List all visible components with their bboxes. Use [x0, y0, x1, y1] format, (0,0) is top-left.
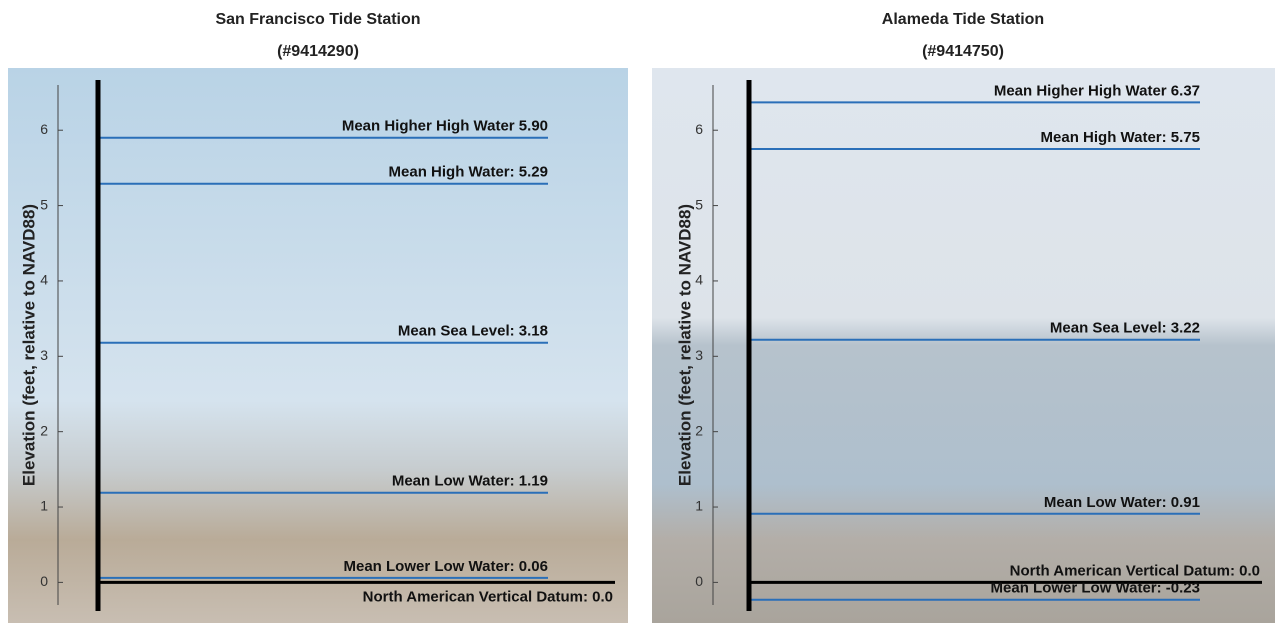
- datum-label: Mean High Water: 5.75: [1041, 129, 1200, 146]
- y-tick-label: 4: [40, 272, 48, 288]
- chart-title: (#9414290): [277, 43, 359, 60]
- y-tick-label: 2: [695, 422, 703, 438]
- y-tick-label: 6: [695, 121, 703, 137]
- datum-label: Mean Sea Level: 3.22: [1050, 320, 1200, 337]
- y-tick-label: 5: [695, 196, 703, 212]
- datum-label: North American Vertical Datum: 0.0: [363, 588, 613, 605]
- photo-background: [8, 68, 628, 623]
- datum-label: Mean Lower Low Water: 0.06: [344, 558, 549, 575]
- datum-label: Mean Higher High Water 5.90: [342, 118, 548, 135]
- y-tick-label: 0: [40, 573, 48, 589]
- y-tick-label: 1: [695, 498, 703, 514]
- datum-label: Mean Higher High Water 6.37: [994, 82, 1200, 99]
- y-tick-label: 4: [695, 272, 703, 288]
- photo-background: [652, 68, 1275, 623]
- chart-title: (#9414750): [922, 43, 1004, 60]
- datum-label: Mean Lower Low Water: -0.23: [991, 580, 1200, 597]
- y-axis-label: Elevation (feet, relative to NAVD88): [19, 204, 38, 486]
- datum-label: Mean Low Water: 0.91: [1044, 494, 1200, 511]
- datum-label: Mean Sea Level: 3.18: [398, 323, 548, 340]
- y-axis-label: Elevation (feet, relative to NAVD88): [675, 204, 694, 486]
- y-tick-label: 5: [40, 196, 48, 212]
- datum-label: Mean High Water: 5.29: [389, 164, 548, 181]
- chart-title: Alameda Tide Station: [882, 11, 1044, 28]
- y-tick-label: 3: [695, 347, 703, 363]
- y-tick-label: 3: [40, 347, 48, 363]
- y-tick-label: 0: [695, 573, 703, 589]
- datum-label: North American Vertical Datum: 0.0: [1010, 562, 1260, 579]
- datum-label: Mean Low Water: 1.19: [392, 473, 548, 490]
- y-tick-label: 1: [40, 498, 48, 514]
- chart-title: San Francisco Tide Station: [215, 11, 420, 28]
- y-tick-label: 2: [40, 422, 48, 438]
- y-tick-label: 6: [40, 121, 48, 137]
